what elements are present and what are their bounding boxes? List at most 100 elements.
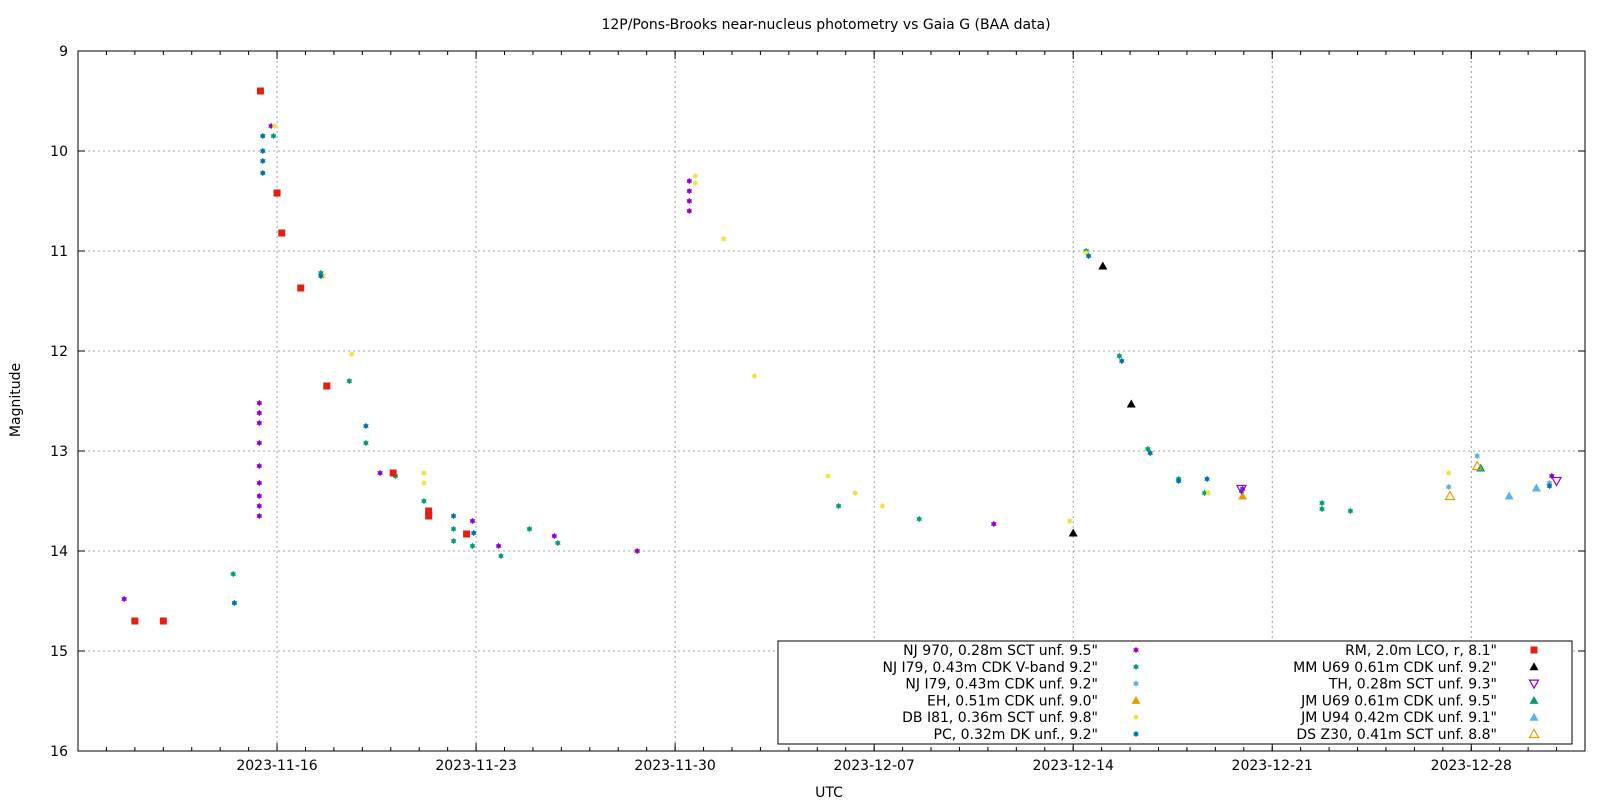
- data-point: [1446, 469, 1452, 477]
- x-axis-label: UTC: [815, 785, 843, 800]
- chart-title: 12P/Pons-Brooks near-nucleus photometry …: [601, 17, 1050, 33]
- data-point: [348, 350, 355, 358]
- data-point: [495, 542, 502, 550]
- data-point: [1175, 477, 1182, 485]
- data-point: [260, 169, 266, 177]
- legend-label: EH, 0.51m CDK unf. 9.0": [927, 693, 1098, 709]
- data-point: [1504, 491, 1514, 500]
- data-point: [916, 515, 922, 523]
- data-point: [1551, 476, 1563, 487]
- data-point: [346, 377, 353, 385]
- data-point: [692, 179, 698, 187]
- data-point: [260, 132, 266, 140]
- legend-label: PC, 0.32m DK unf., 9.2": [934, 727, 1099, 743]
- data-point: [421, 479, 427, 487]
- data-point: [1531, 483, 1541, 492]
- x-tick-label: 2023-12-21: [1232, 758, 1313, 774]
- x-tick-label: 2023-12-07: [833, 758, 914, 774]
- legend-marker: [1529, 712, 1539, 721]
- data-point: [256, 399, 262, 407]
- data-point: [260, 147, 266, 155]
- y-tick-label: 13: [50, 444, 68, 460]
- data-point: [1238, 491, 1248, 500]
- legend-label: TH, 0.28m SCT unf. 9.3": [1328, 677, 1497, 693]
- x-tick-label: 2023-11-16: [236, 758, 317, 774]
- data-point: [260, 157, 266, 165]
- data-point: [256, 479, 262, 487]
- data-point: [1446, 483, 1452, 491]
- data-point: [463, 530, 471, 538]
- y-tick-label: 15: [50, 644, 68, 660]
- x-tick-label: 2023-11-30: [634, 758, 715, 774]
- data-point: [450, 512, 457, 520]
- data-point: [1347, 507, 1354, 515]
- data-points: [121, 87, 1563, 625]
- legend-marker: [1133, 714, 1139, 721]
- data-point: [1205, 489, 1211, 497]
- y-tick-label: 9: [59, 44, 68, 60]
- data-point: [271, 122, 278, 130]
- axis-ticks: 9 10 11 12 13 14 15 16 2023-11-16 2023-11-23 2023-…: [50, 44, 1585, 774]
- legend-marker: [1529, 695, 1539, 704]
- data-point: [256, 419, 262, 427]
- data-point: [470, 529, 477, 537]
- data-point: [1546, 482, 1553, 490]
- y-tick-label: 12: [50, 344, 68, 360]
- data-point: [825, 472, 831, 480]
- y-axis-label: Magnitude: [8, 363, 24, 437]
- data-point: [1126, 399, 1136, 408]
- data-point: [1119, 357, 1125, 365]
- data-point: [1319, 505, 1325, 513]
- legend-marker: [1133, 646, 1139, 654]
- data-point: [469, 542, 476, 550]
- data-point: [323, 382, 331, 390]
- data-point: [498, 552, 504, 560]
- data-point: [256, 502, 262, 510]
- legend-marker: [1131, 695, 1141, 704]
- data-point: [363, 422, 369, 430]
- data-point: [1238, 487, 1245, 495]
- plot-frame: [77, 50, 1586, 752]
- y-tick-label: 16: [50, 744, 68, 760]
- legend-marker: [1530, 646, 1538, 654]
- data-point: [256, 492, 262, 500]
- data-point: [256, 87, 264, 95]
- data-point: [121, 595, 127, 603]
- data-point: [450, 525, 457, 533]
- data-point: [686, 207, 693, 215]
- data-point: [852, 489, 858, 497]
- data-point: [555, 539, 561, 547]
- x-tick-label: 2023-12-28: [1431, 758, 1512, 774]
- data-point: [991, 520, 997, 528]
- legend-label: NJ I79, 0.43m CDK unf. 9.2": [905, 677, 1098, 693]
- legend-label: DS Z30, 0.41m SCT unf. 8.8": [1296, 727, 1497, 743]
- legend-label: NJ 970, 0.28m SCT unf. 9.5": [903, 643, 1098, 659]
- data-point: [131, 617, 139, 625]
- data-point: [231, 599, 238, 607]
- data-point: [389, 469, 397, 477]
- data-point: [551, 532, 557, 540]
- data-point: [421, 469, 427, 477]
- data-point: [1147, 449, 1153, 457]
- legend-marker: [1133, 730, 1139, 738]
- data-point: [421, 497, 427, 505]
- x-tick-label: 2023-12-14: [1033, 758, 1114, 774]
- data-point: [256, 512, 262, 520]
- data-point: [1319, 499, 1325, 507]
- legend-label: JM U94 0.42m CDK unf. 9.1": [1300, 710, 1497, 726]
- data-point: [634, 547, 640, 555]
- data-point: [1204, 475, 1210, 483]
- legend-label: JM U69 0.61m CDK unf. 9.5": [1300, 693, 1497, 709]
- y-tick-label: 14: [50, 544, 68, 560]
- data-point: [256, 409, 262, 417]
- legend: NJ 970, 0.28m SCT unf. 9.5" NJ I79, 0.43m…: [777, 640, 1573, 745]
- y-tick-label: 11: [50, 244, 68, 260]
- legend-marker: [1529, 662, 1539, 671]
- data-point: [1085, 252, 1092, 260]
- data-point: [469, 517, 476, 525]
- data-point: [1068, 528, 1078, 537]
- data-point: [686, 187, 693, 195]
- legend-label: DB I81, 0.36m SCT unf. 9.8": [902, 710, 1098, 726]
- data-point: [692, 172, 698, 180]
